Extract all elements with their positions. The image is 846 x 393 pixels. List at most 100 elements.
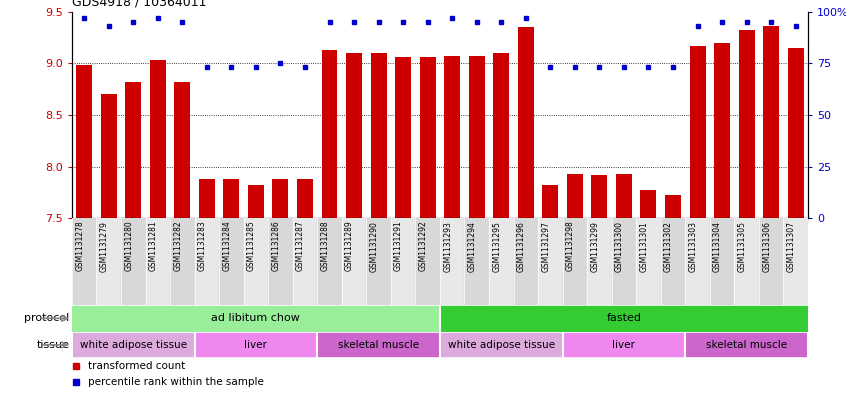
Bar [783, 218, 808, 305]
Bar [195, 333, 317, 356]
Bar [150, 60, 166, 218]
Text: GSM1131282: GSM1131282 [173, 221, 182, 271]
Text: GSM1131283: GSM1131283 [198, 221, 206, 272]
Text: tissue: tissue [36, 340, 69, 350]
Bar [96, 218, 121, 305]
Text: fasted: fasted [607, 313, 641, 323]
Bar [788, 48, 804, 218]
Bar [514, 218, 538, 305]
Bar [759, 218, 783, 305]
Bar [146, 218, 170, 305]
Bar [661, 218, 685, 305]
Text: GSM1131302: GSM1131302 [664, 221, 673, 272]
Bar [685, 218, 710, 305]
Bar [710, 218, 734, 305]
Text: GSM1131286: GSM1131286 [272, 221, 280, 272]
Bar [199, 179, 215, 218]
Bar [297, 179, 313, 218]
Text: GDS4918 / 10364011: GDS4918 / 10364011 [72, 0, 206, 9]
Bar [317, 218, 342, 305]
Text: GSM1131279: GSM1131279 [100, 221, 108, 272]
Bar [317, 333, 440, 356]
Bar [685, 333, 808, 356]
Text: GSM1131297: GSM1131297 [541, 221, 550, 272]
Text: GSM1131278: GSM1131278 [75, 221, 84, 272]
Bar [342, 218, 366, 305]
Text: GSM1131290: GSM1131290 [370, 221, 378, 272]
Bar [366, 218, 391, 305]
Text: GSM1131285: GSM1131285 [247, 221, 255, 272]
Text: GSM1131307: GSM1131307 [787, 221, 795, 272]
Text: GSM1131289: GSM1131289 [345, 221, 354, 272]
Bar [734, 218, 759, 305]
Bar [293, 218, 317, 305]
Bar [689, 46, 706, 218]
Bar [518, 27, 534, 218]
Text: GSM1131293: GSM1131293 [443, 221, 452, 272]
Bar [72, 333, 195, 356]
Text: GSM1131288: GSM1131288 [321, 221, 329, 271]
Bar [665, 195, 681, 218]
Text: ad libitum chow: ad libitum chow [212, 313, 300, 323]
Text: GSM1131305: GSM1131305 [738, 221, 746, 272]
Bar [371, 53, 387, 218]
Bar [395, 57, 411, 218]
Bar [244, 218, 268, 305]
Bar [321, 50, 338, 218]
Bar [616, 174, 632, 218]
Bar [469, 56, 485, 218]
Bar [76, 65, 92, 218]
Text: GSM1131300: GSM1131300 [615, 221, 624, 272]
Text: GSM1131295: GSM1131295 [492, 221, 501, 272]
Bar [219, 218, 244, 305]
Bar [542, 185, 558, 218]
Bar [538, 218, 563, 305]
Bar [272, 179, 288, 218]
Bar [170, 218, 195, 305]
Bar [420, 57, 436, 218]
Text: white adipose tissue: white adipose tissue [80, 340, 187, 350]
Bar [268, 218, 293, 305]
Text: protocol: protocol [25, 313, 69, 323]
Bar [121, 218, 146, 305]
Bar [567, 174, 583, 218]
Text: GSM1131294: GSM1131294 [468, 221, 477, 272]
Bar [563, 218, 587, 305]
Bar [440, 306, 808, 331]
Text: GSM1131284: GSM1131284 [222, 221, 231, 272]
Bar [464, 218, 489, 305]
Text: GSM1131301: GSM1131301 [640, 221, 648, 272]
Text: GSM1131304: GSM1131304 [713, 221, 722, 272]
Bar [223, 179, 239, 218]
Bar [440, 218, 464, 305]
Text: GSM1131296: GSM1131296 [517, 221, 525, 272]
Bar [101, 94, 117, 218]
Bar [739, 30, 755, 218]
Text: liver: liver [244, 340, 267, 350]
Bar [640, 190, 656, 218]
Bar [612, 218, 636, 305]
Bar [346, 53, 362, 218]
Bar [763, 26, 779, 218]
Bar [636, 218, 661, 305]
Bar [493, 53, 509, 218]
Text: GSM1131306: GSM1131306 [762, 221, 772, 272]
Bar [489, 218, 514, 305]
Text: GSM1131281: GSM1131281 [149, 221, 157, 271]
Text: skeletal muscle: skeletal muscle [706, 340, 787, 350]
Text: GSM1131299: GSM1131299 [591, 221, 599, 272]
Text: transformed count: transformed count [89, 362, 186, 371]
Bar [174, 82, 190, 218]
Text: white adipose tissue: white adipose tissue [448, 340, 555, 350]
Text: GSM1131291: GSM1131291 [394, 221, 403, 272]
Bar [125, 82, 141, 218]
Bar [444, 56, 460, 218]
Bar [440, 333, 563, 356]
Bar [587, 218, 612, 305]
Text: skeletal muscle: skeletal muscle [338, 340, 419, 350]
Text: liver: liver [613, 340, 635, 350]
Bar [72, 306, 440, 331]
Text: GSM1131292: GSM1131292 [419, 221, 427, 272]
Bar [391, 218, 415, 305]
Bar [591, 175, 607, 218]
